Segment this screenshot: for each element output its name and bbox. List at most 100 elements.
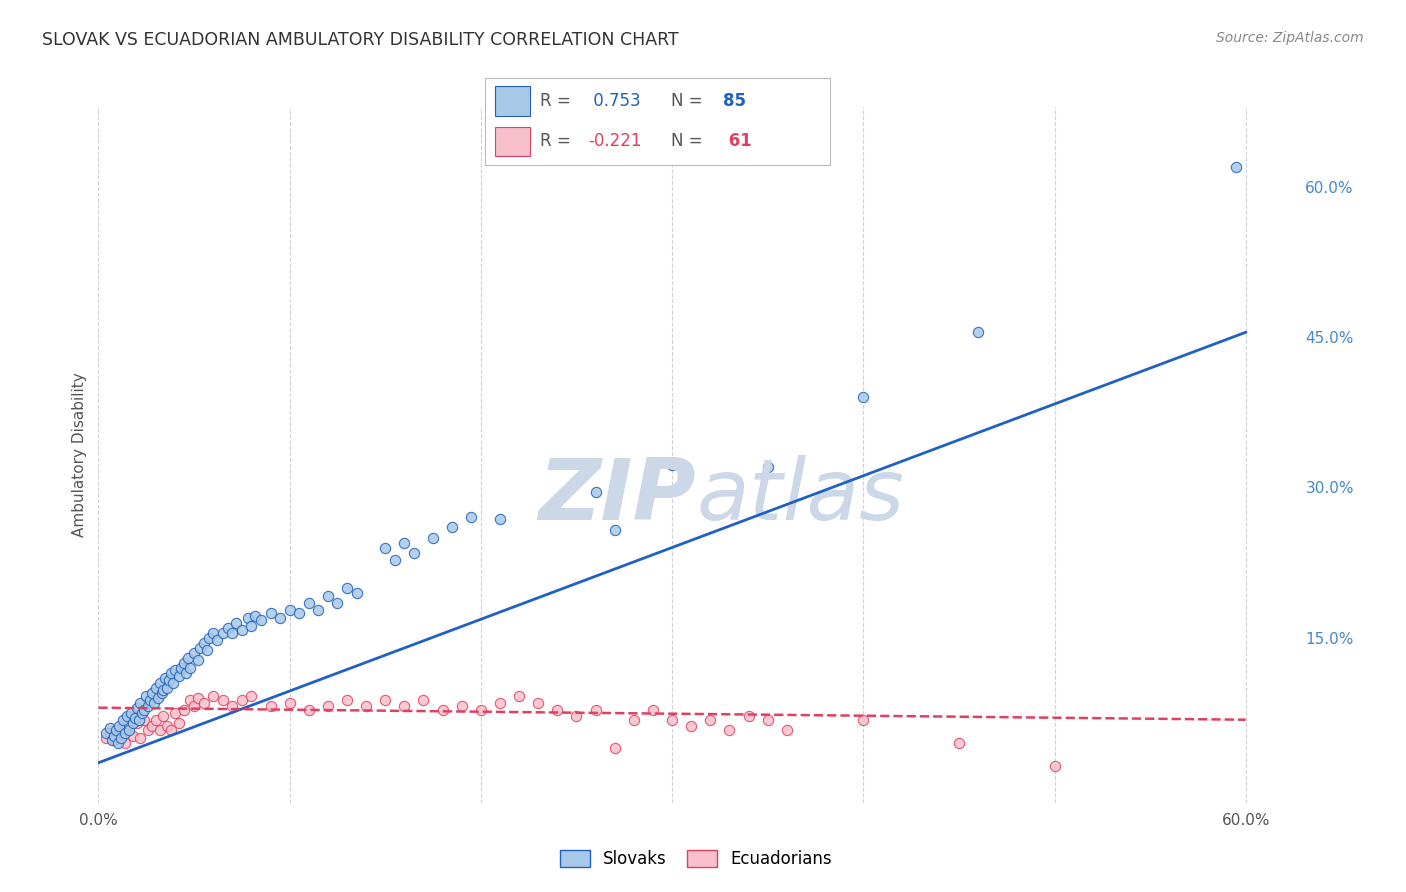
Point <box>101 732 124 747</box>
Point <box>193 696 215 710</box>
Text: N =: N = <box>671 92 709 111</box>
Point <box>298 703 321 717</box>
Point <box>131 706 153 720</box>
Bar <box>495 87 530 116</box>
Point <box>441 520 464 534</box>
Point <box>177 650 200 665</box>
Point <box>240 618 263 632</box>
Point <box>623 713 645 727</box>
Point <box>1225 160 1247 174</box>
Point <box>603 523 626 537</box>
Point <box>681 719 703 733</box>
Point <box>336 692 359 706</box>
Text: atlas: atlas <box>696 455 904 538</box>
Point <box>141 719 163 733</box>
Point <box>125 700 148 714</box>
Point <box>162 675 184 690</box>
Point <box>527 696 550 710</box>
Point <box>173 703 195 717</box>
Point <box>139 692 162 706</box>
Point <box>134 713 156 727</box>
Point <box>146 690 169 705</box>
Point <box>145 681 167 695</box>
Point <box>316 589 339 603</box>
Point <box>125 715 148 730</box>
Point <box>202 689 225 703</box>
Point <box>104 723 127 737</box>
Point <box>128 713 150 727</box>
Point <box>661 458 683 473</box>
Point <box>508 689 530 703</box>
Point <box>129 696 152 710</box>
Point <box>156 681 179 695</box>
Point <box>163 706 186 720</box>
Point <box>205 632 228 647</box>
Point <box>157 673 180 687</box>
Point <box>546 495 568 509</box>
Point <box>167 715 190 730</box>
Point <box>221 698 243 713</box>
Point <box>288 606 311 620</box>
Point <box>250 613 273 627</box>
Point <box>187 690 209 705</box>
Point <box>450 698 472 713</box>
Y-axis label: Ambulatory Disability: Ambulatory Disability <box>72 373 87 537</box>
Bar <box>495 127 530 156</box>
Point <box>565 708 588 723</box>
Point <box>149 675 172 690</box>
Point <box>245 608 267 623</box>
Point <box>278 696 301 710</box>
Point <box>160 665 183 680</box>
Point <box>198 631 221 645</box>
Point <box>211 625 233 640</box>
Point <box>603 740 626 755</box>
Point <box>756 460 779 475</box>
Point <box>217 621 239 635</box>
Point <box>173 656 195 670</box>
Point <box>145 713 167 727</box>
Point <box>142 696 165 710</box>
Legend: Slovaks, Ecuadorians: Slovaks, Ecuadorians <box>554 843 838 874</box>
Point <box>167 668 190 682</box>
Point <box>187 653 209 667</box>
Point <box>103 732 125 747</box>
Point <box>149 723 172 737</box>
Point <box>336 581 359 595</box>
Point <box>121 729 143 743</box>
Point <box>470 703 492 717</box>
Text: R =: R = <box>540 132 576 151</box>
Point <box>948 736 970 750</box>
Text: N =: N = <box>671 132 709 151</box>
Point <box>176 665 198 680</box>
Text: Source: ZipAtlas.com: Source: ZipAtlas.com <box>1216 31 1364 45</box>
Text: 85: 85 <box>723 92 745 111</box>
Point <box>718 723 741 737</box>
Point <box>98 725 121 739</box>
Point <box>374 692 396 706</box>
Point <box>211 692 233 706</box>
Point <box>150 686 173 700</box>
Point <box>152 708 174 723</box>
Point <box>489 512 512 526</box>
Point <box>136 698 159 713</box>
Point <box>141 686 163 700</box>
Point <box>94 731 117 745</box>
Point <box>776 723 799 737</box>
Text: 0.753: 0.753 <box>588 92 641 111</box>
Point <box>259 698 281 713</box>
Point <box>221 625 243 640</box>
Point <box>402 545 425 559</box>
Point <box>107 736 129 750</box>
Point <box>135 689 157 703</box>
Point <box>298 596 321 610</box>
Point <box>108 719 131 733</box>
Point <box>114 736 136 750</box>
Point <box>852 390 875 404</box>
Point <box>354 698 377 713</box>
Point <box>160 723 183 737</box>
Point <box>118 723 141 737</box>
Text: -0.221: -0.221 <box>588 132 643 151</box>
Point <box>115 708 138 723</box>
Point <box>225 615 247 630</box>
Point <box>94 725 117 739</box>
